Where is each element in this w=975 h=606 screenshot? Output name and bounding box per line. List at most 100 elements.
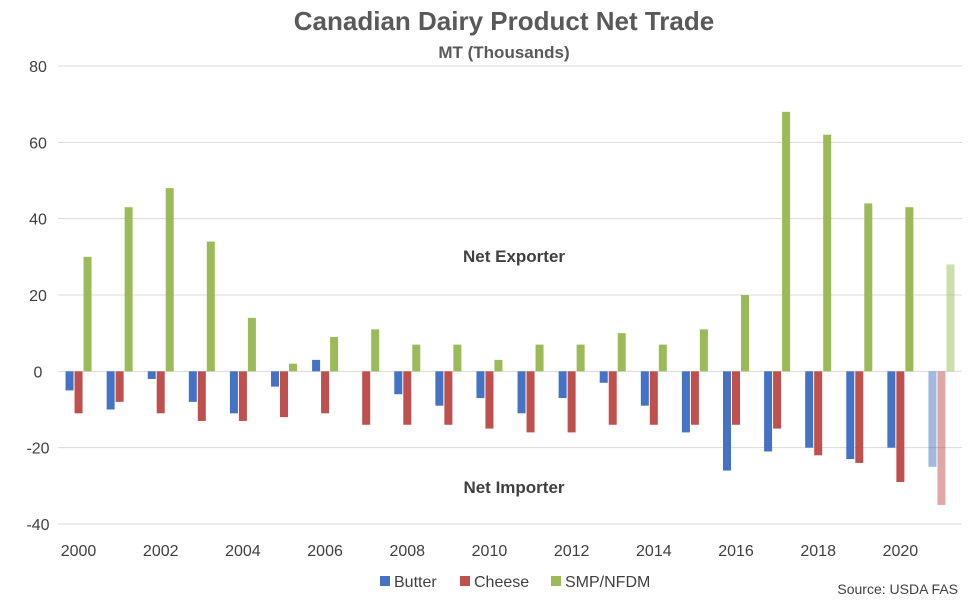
- y-tick-label: 60: [29, 135, 47, 152]
- y-tick-label: -40: [26, 517, 49, 534]
- bar-butter-2005: [271, 371, 279, 387]
- bar-butter-2004: [229, 371, 238, 414]
- bar-cheese-2021: [937, 371, 946, 505]
- bar-cheese-2010: [485, 371, 494, 429]
- bar-smp-nfdm-2021: [946, 264, 955, 372]
- y-tick-label: 40: [29, 212, 47, 229]
- net-importer-annotation: Net Importer: [463, 478, 564, 497]
- bar-cheese-2015: [690, 371, 699, 425]
- bar-smp-nfdm-2004: [247, 317, 256, 372]
- bar-smp-nfdm-2019: [864, 203, 873, 372]
- bar-smp-nfdm-2010: [494, 359, 503, 372]
- bar-cheese-2004: [238, 371, 247, 421]
- source-note: Source: USDA FAS: [837, 581, 958, 597]
- legend-label-cheese: Cheese: [474, 574, 529, 591]
- bar-butter-2013: [599, 371, 608, 383]
- bar-butter-2006: [312, 359, 321, 372]
- bar-cheese-2007: [362, 371, 371, 425]
- x-tick-label: 2014: [636, 543, 672, 560]
- y-axis-ticks: -40 -20 0 20 40 60 80: [26, 59, 49, 534]
- bar-cheese-2009: [444, 371, 453, 425]
- x-tick-label: 2010: [472, 543, 508, 560]
- bar-cheese-2020: [896, 371, 905, 483]
- bar-smp-nfdm-2003: [206, 241, 215, 372]
- y-tick-label: -20: [26, 441, 49, 458]
- bar-butter-2002: [147, 371, 156, 379]
- x-tick-label: 2020: [883, 543, 919, 560]
- bar-butter-2009: [435, 371, 444, 406]
- bar-smp-nfdm-2015: [699, 329, 708, 372]
- bar-butter-2017: [764, 371, 773, 452]
- bar-cheese-2000: [74, 371, 83, 414]
- bar-cheese-2006: [321, 371, 330, 414]
- bar-smp-nfdm-2012: [576, 344, 585, 372]
- bar-butter-2001: [106, 371, 115, 410]
- bar-smp-nfdm-2020: [905, 207, 914, 372]
- bar-cheese-2011: [526, 371, 535, 433]
- bar-smp-nfdm-2017: [782, 111, 791, 372]
- chart-subtitle: MT (Thousands): [438, 43, 569, 62]
- x-tick-label: 2006: [307, 543, 343, 560]
- bar-butter-2012: [558, 371, 567, 399]
- bar-smp-nfdm-2000: [83, 256, 92, 372]
- bar-smp-nfdm-2011: [535, 344, 544, 372]
- x-tick-label: 2016: [718, 543, 754, 560]
- bar-butter-2019: [846, 371, 855, 460]
- bar-smp-nfdm-2005: [289, 363, 297, 372]
- bar-smp-nfdm-2013: [617, 333, 626, 372]
- bars: [65, 111, 955, 505]
- net-exporter-annotation: Net Exporter: [463, 247, 565, 266]
- bar-butter-2018: [805, 371, 814, 448]
- bar-butter-2021: [928, 371, 937, 467]
- legend-swatch-cheese: [460, 576, 470, 586]
- bar-butter-2003: [188, 371, 197, 402]
- legend-swatch-smp-nfdm: [551, 576, 561, 586]
- bar-butter-2016: [723, 371, 731, 471]
- bar-cheese-2014: [649, 371, 658, 425]
- bar-cheese-2002: [156, 371, 165, 414]
- legend-swatch-butter: [380, 576, 390, 586]
- bar-cheese-2013: [608, 371, 617, 425]
- bar-butter-2020: [887, 371, 896, 448]
- legend-label-butter: Butter: [394, 574, 437, 591]
- bar-smp-nfdm-2007: [371, 329, 380, 372]
- bar-butter-2011: [517, 371, 526, 414]
- bar-butter-2015: [681, 371, 690, 433]
- bar-butter-2010: [476, 371, 485, 399]
- bar-smp-nfdm-2008: [412, 344, 421, 372]
- x-tick-label: 2004: [225, 543, 261, 560]
- bar-smp-nfdm-2006: [330, 336, 339, 372]
- bar-butter-2008: [394, 371, 403, 395]
- x-tick-label: 2002: [143, 543, 179, 560]
- y-tick-label: 80: [29, 59, 47, 76]
- y-tick-label: 0: [34, 364, 43, 381]
- bar-cheese-2012: [567, 371, 576, 433]
- x-tick-label: 2012: [554, 543, 590, 560]
- chart-title: Canadian Dairy Product Net Trade: [294, 6, 714, 36]
- x-tick-label: 2008: [389, 543, 425, 560]
- bar-smp-nfdm-2002: [165, 188, 174, 372]
- y-tick-label: 20: [29, 288, 47, 305]
- legend-label-smp-nfdm: SMP/NFDM: [565, 574, 650, 591]
- bar-smp-nfdm-2001: [124, 207, 133, 372]
- legend: Butter Cheese SMP/NFDM: [380, 574, 650, 591]
- bar-cheese-2001: [115, 371, 124, 402]
- bar-cheese-2003: [197, 371, 206, 421]
- bar-butter-2000: [65, 371, 74, 391]
- bar-smp-nfdm-2009: [453, 344, 462, 372]
- bar-cheese-2018: [814, 371, 823, 456]
- bar-butter-2014: [640, 371, 649, 406]
- x-axis-ticks: 2000 2002 2004 2006 2008 2010 2012 2014 2016 2018…: [61, 543, 919, 560]
- bar-cheese-2019: [855, 371, 864, 463]
- bar-cheese-2008: [403, 371, 412, 425]
- bar-cheese-2005: [280, 371, 288, 418]
- bar-smp-nfdm-2016: [741, 295, 749, 372]
- x-tick-label: 2018: [800, 543, 836, 560]
- bar-smp-nfdm-2018: [823, 134, 832, 372]
- bar-cheese-2017: [773, 371, 782, 429]
- x-tick-label: 2000: [61, 543, 97, 560]
- bar-cheese-2016: [732, 371, 740, 425]
- bar-smp-nfdm-2014: [658, 344, 667, 372]
